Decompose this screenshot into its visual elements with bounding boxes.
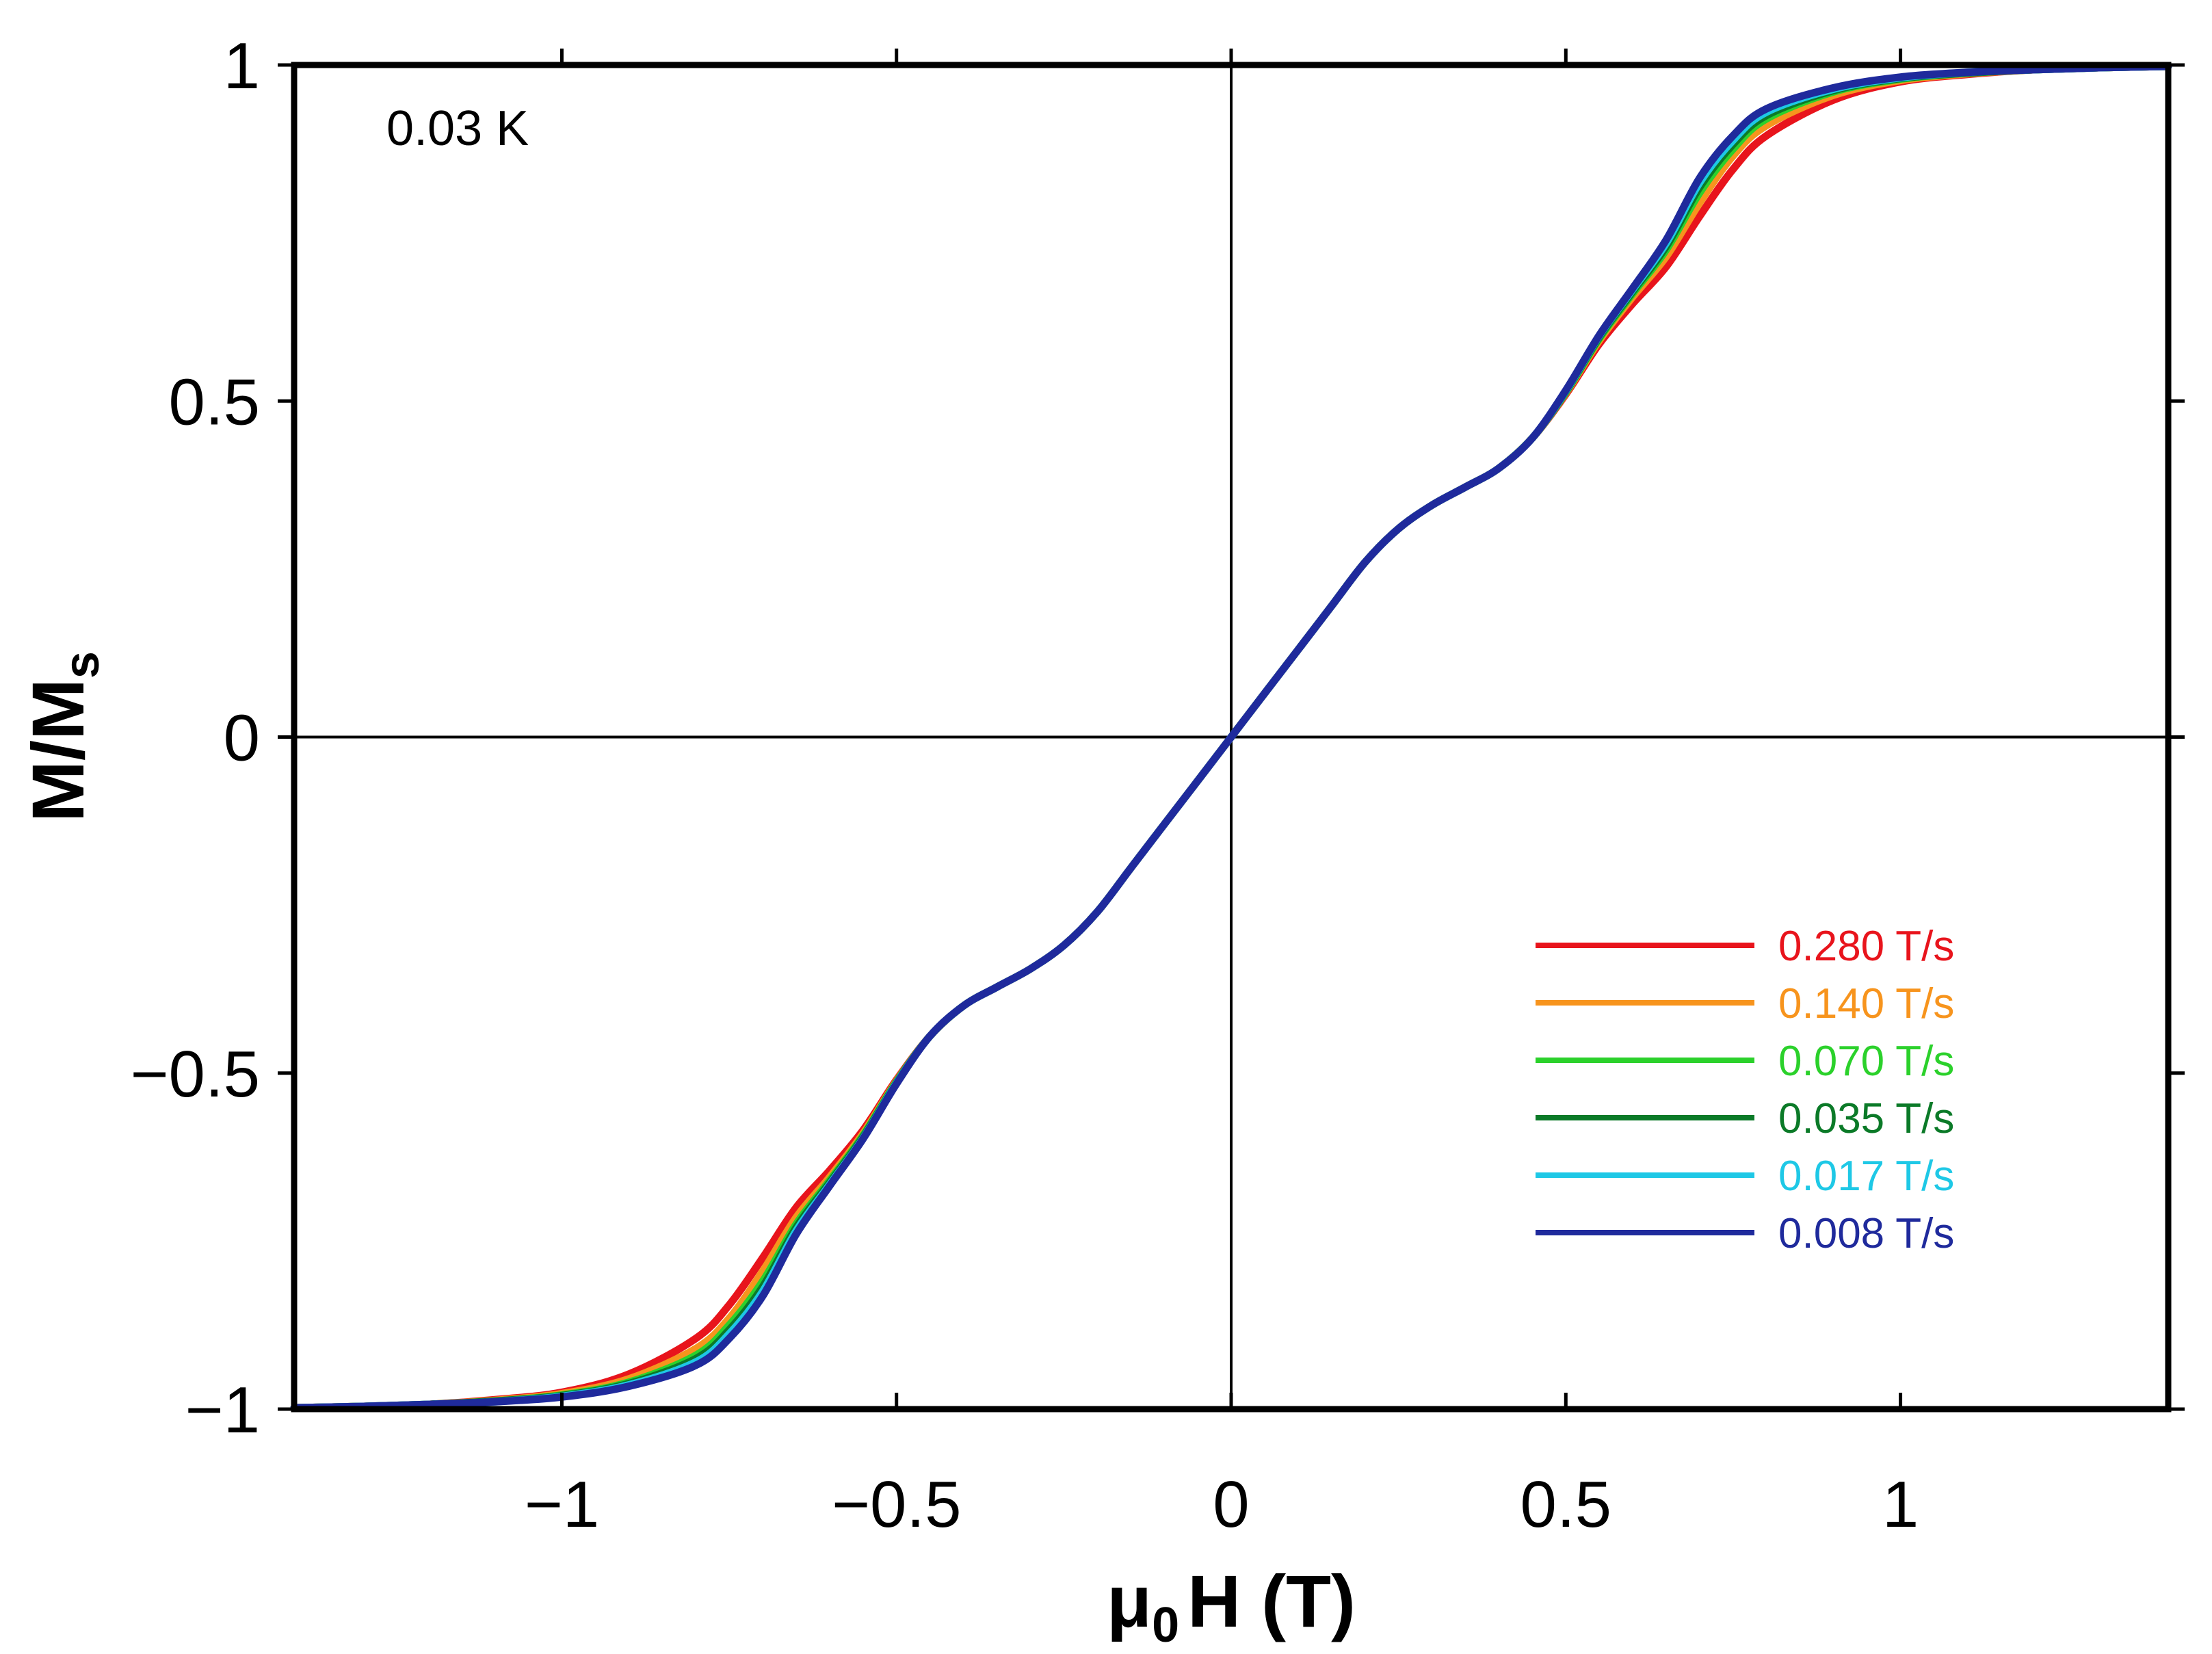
legend: 0.280 T/s 0.140 T/s 0.070 T/s 0.035 T/s 0.01…	[1536, 923, 1954, 1257]
y-tick-label-2: 0	[224, 702, 260, 775]
legend-label-4: 0.035 T/s	[1778, 1095, 1954, 1142]
y-tick-label-1: −0.5	[130, 1038, 260, 1111]
x-axis-title-subscript: 0	[1152, 1598, 1179, 1653]
y-tick-label-3: 0.5	[169, 365, 260, 438]
y-tick-label-4: 1	[224, 29, 260, 103]
x-axis-title-prefix: μ	[1107, 1560, 1152, 1642]
x-tick-label-4: 1	[1882, 1468, 1919, 1541]
x-tick-label-2: 0	[1213, 1468, 1249, 1541]
legend-label-1: 0.280 T/s	[1778, 923, 1954, 970]
x-tick-label-0: −1	[525, 1468, 599, 1541]
legend-label-6: 0.008 T/s	[1778, 1210, 1954, 1257]
x-axis-title-suffix: H (T)	[1187, 1560, 1356, 1642]
y-tick-labels: −1 −0.5 0 0.5 1	[130, 29, 260, 1447]
y-axis-title-subscript: s	[55, 651, 109, 679]
x-tick-label-3: 0.5	[1520, 1468, 1611, 1541]
legend-label-3: 0.070 T/s	[1778, 1038, 1954, 1085]
x-axis-title: μ0 H (T)	[1107, 1560, 1356, 1653]
series-lines	[290, 62, 2172, 1412]
axis-ticks	[278, 49, 2185, 1411]
x-tick-label-1: −0.5	[832, 1468, 962, 1541]
y-axis-title-main: M/M	[16, 679, 99, 822]
y-tick-label-0: −1	[185, 1374, 260, 1447]
y-axis-title: M/Ms	[16, 651, 109, 822]
legend-label-5: 0.017 T/s	[1778, 1153, 1954, 1200]
temperature-annotation: 0.03 K	[386, 101, 529, 156]
x-tick-labels: −1 −0.5 0 0.5 1	[525, 1468, 1919, 1541]
series-line-6	[290, 62, 2172, 1412]
legend-label-2: 0.140 T/s	[1778, 980, 1954, 1027]
